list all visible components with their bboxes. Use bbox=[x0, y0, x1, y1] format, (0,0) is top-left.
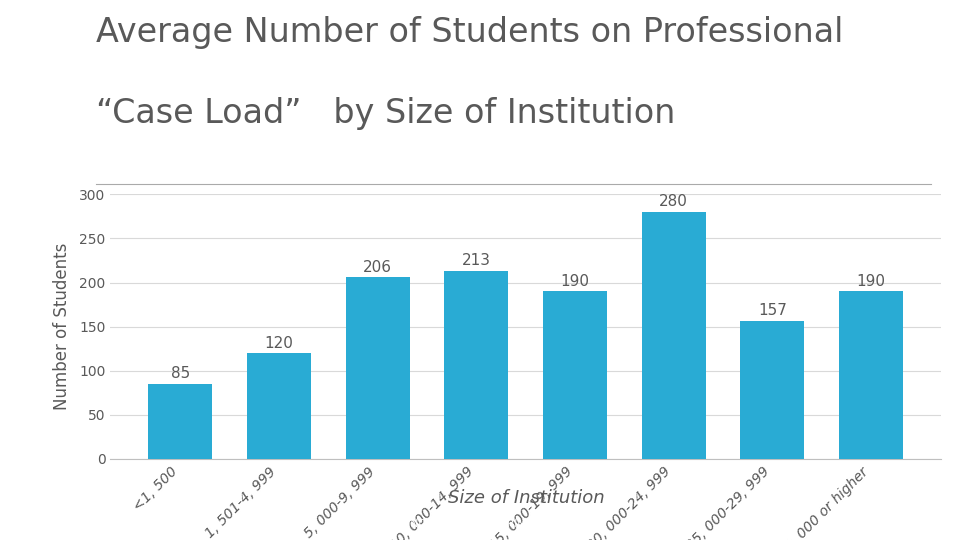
Y-axis label: Number of Students: Number of Students bbox=[53, 243, 71, 410]
Bar bbox=[247, 353, 311, 459]
Text: “Case Load”   by Size of Institution: “Case Load” by Size of Institution bbox=[96, 97, 676, 130]
Text: 280: 280 bbox=[660, 194, 688, 210]
Text: Size of Institution: Size of Institution bbox=[447, 489, 605, 507]
Text: 3/30/2018: 3/30/2018 bbox=[19, 519, 72, 529]
Bar bbox=[148, 384, 212, 459]
Bar bbox=[444, 271, 509, 459]
Text: Average Number of Students on Professional: Average Number of Students on Profession… bbox=[96, 16, 844, 49]
Bar bbox=[740, 321, 804, 459]
Text: 85: 85 bbox=[171, 366, 190, 381]
Text: 190: 190 bbox=[561, 274, 589, 289]
Text: 190: 190 bbox=[856, 274, 885, 289]
Text: 213: 213 bbox=[462, 253, 491, 268]
Bar bbox=[839, 292, 903, 459]
Bar bbox=[641, 212, 706, 459]
Text: 34: 34 bbox=[918, 519, 931, 529]
Text: 120: 120 bbox=[264, 335, 294, 350]
Text: 206: 206 bbox=[363, 260, 392, 275]
Bar bbox=[346, 278, 410, 459]
Bar bbox=[542, 292, 607, 459]
Text: S. SCOTT, INDIANA AHEAD SPRING CONFERENCE: S. SCOTT, INDIANA AHEAD SPRING CONFERENC… bbox=[353, 519, 607, 529]
Text: 157: 157 bbox=[757, 303, 787, 318]
